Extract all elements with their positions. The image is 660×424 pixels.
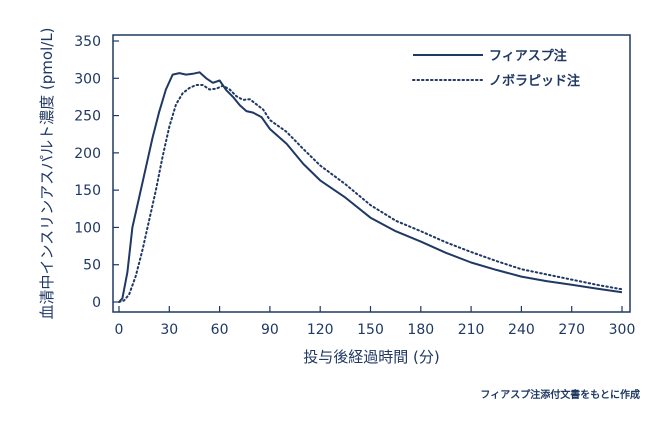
y-tick-label: 0 (92, 295, 101, 311)
x-tick-label: 180 (407, 322, 434, 338)
legend-label-fiasp: フィアスプ注 (489, 48, 567, 64)
y-tick-label: 200 (74, 146, 101, 162)
x-tick-label: 120 (307, 322, 334, 338)
y-tick-label: 150 (74, 183, 101, 199)
x-axis-title: 投与後経過時間 (分) (303, 348, 439, 366)
plot-frame (112, 34, 631, 313)
y-axis-title: 血清中インスリンアスパルト濃度 (pmol/L) (38, 27, 56, 319)
x-tick-label: 90 (261, 322, 279, 338)
series-line-novorapid (118, 84, 623, 303)
x-tick-label: 210 (458, 322, 485, 338)
y-tick-label: 250 (74, 109, 101, 125)
y-tick-label: 100 (74, 220, 101, 236)
x-tick-label: 150 (357, 322, 384, 338)
x-axis: 0 30 60 90 120 150 180 210 240 270 300 (115, 306, 636, 338)
x-tick-label: 30 (160, 322, 178, 338)
legend: フィアスプ注 ノボラピッド注 (412, 48, 580, 89)
series-line-fiasp (118, 71, 623, 303)
y-tick-label: 50 (83, 258, 101, 274)
x-tick-label: 300 (609, 322, 636, 338)
y-axis: 0 50 100 150 200 250 300 350 (74, 34, 119, 311)
x-tick-label: 240 (508, 322, 535, 338)
x-tick-label: 0 (115, 322, 124, 338)
source-note: フィアスプ注添付文書をもとに作成 (480, 388, 640, 401)
y-tick-label: 300 (74, 71, 101, 87)
series-lines (118, 71, 623, 303)
legend-label-novorapid: ノボラピッド注 (489, 73, 580, 89)
x-tick-label: 270 (558, 322, 585, 338)
y-tick-label: 350 (74, 34, 101, 50)
x-tick-label: 60 (211, 322, 229, 338)
